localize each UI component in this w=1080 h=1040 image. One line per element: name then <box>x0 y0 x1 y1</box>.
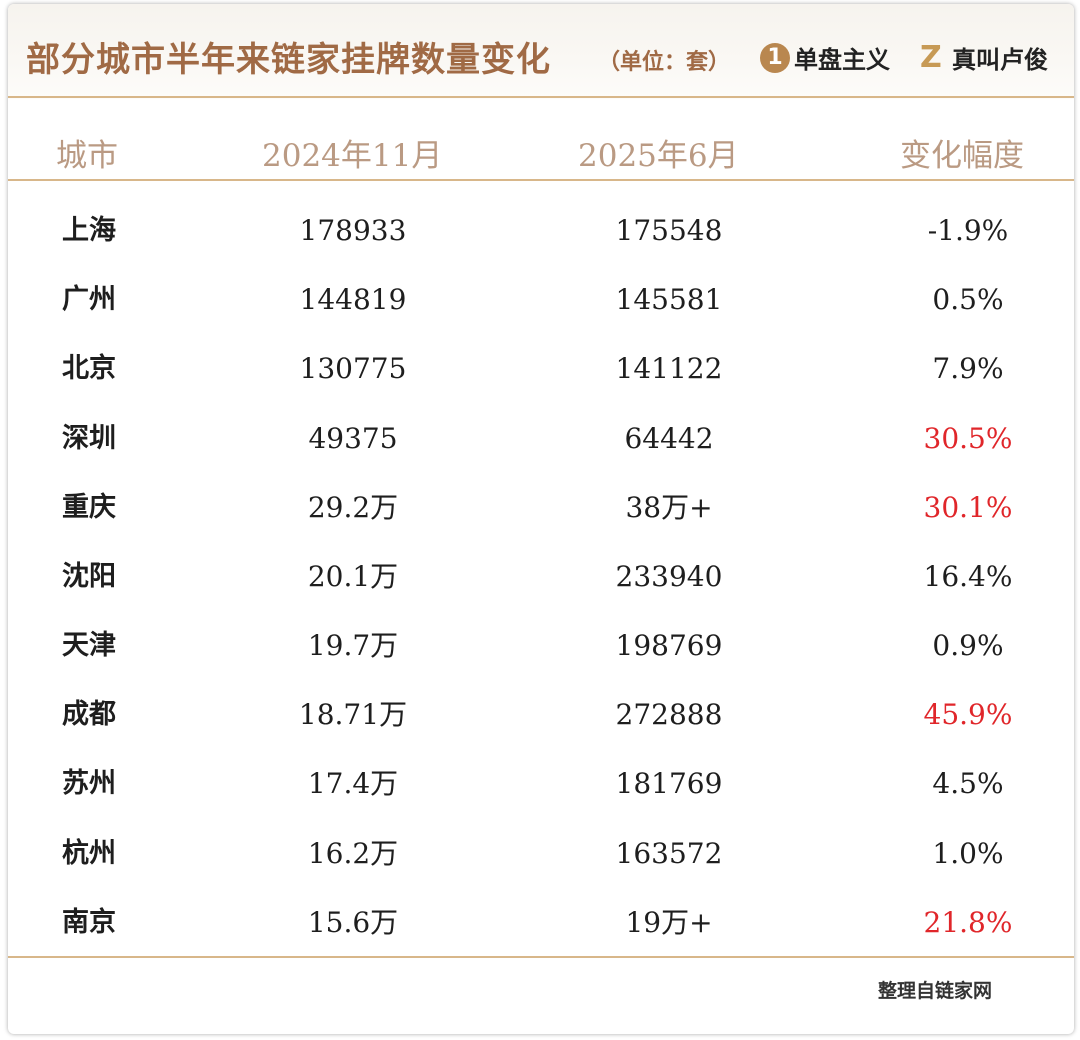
brand-logo-lujun: Z 真叫卢俊 <box>920 40 1048 75</box>
cell-city: 成都 <box>62 699 116 730</box>
cell-nov-2024: 49375 <box>308 422 398 455</box>
cell-change: 1.0% <box>932 837 1004 870</box>
cell-city: 天津 <box>62 630 116 661</box>
table-row: 成都 18.71万 272888 45.9% <box>8 680 1074 749</box>
cell-nov-2024: 144819 <box>299 283 407 316</box>
cell-nov-2024: 15.6万 <box>307 906 399 939</box>
cell-city: 广州 <box>62 284 116 315</box>
cell-jun-2025: 272888 <box>615 698 723 731</box>
table-row: 南京 15.6万 19万+ 21.8% <box>8 888 1074 957</box>
cell-change: 30.1% <box>923 491 1013 524</box>
cell-city: 上海 <box>62 215 116 246</box>
cell-change: 0.5% <box>932 283 1004 316</box>
cell-jun-2025: 181769 <box>615 767 723 800</box>
brand-name-danpan: 单盘主义 <box>794 46 890 74</box>
page-title: 部分城市半年来链家挂牌数量变化 <box>26 40 551 80</box>
cell-change: 4.5% <box>932 767 1004 800</box>
cell-city: 杭州 <box>62 838 116 869</box>
cell-change: 16.4% <box>923 560 1013 593</box>
divider-header <box>8 179 1074 181</box>
table-row: 上海 178933 175548 -1.9% <box>8 196 1074 265</box>
cell-jun-2025: 198769 <box>615 629 723 662</box>
table-row: 天津 19.7万 198769 0.9% <box>8 611 1074 680</box>
cell-city: 重庆 <box>62 492 116 523</box>
cell-change: 30.5% <box>923 422 1013 455</box>
brand-one-icon: 1 <box>760 42 790 73</box>
table-row: 广州 144819 145581 0.5% <box>8 265 1074 334</box>
cell-jun-2025: 163572 <box>615 837 723 870</box>
cell-nov-2024: 20.1万 <box>307 560 399 593</box>
cell-nov-2024: 16.2万 <box>307 837 399 870</box>
table-row: 杭州 16.2万 163572 1.0% <box>8 819 1074 888</box>
cell-city: 苏州 <box>62 768 116 799</box>
brand-logo-danpan: 1 单盘主义 <box>760 40 890 75</box>
cell-change: 45.9% <box>923 698 1013 731</box>
column-header-city: 城市 <box>56 138 118 174</box>
cell-jun-2025: 175548 <box>615 214 723 247</box>
cell-change: 7.9% <box>932 352 1004 385</box>
cell-change: 21.8% <box>923 906 1013 939</box>
table-card: 部分城市半年来链家挂牌数量变化 （单位：套） 1 单盘主义 Z 真叫卢俊 城市 … <box>8 4 1074 1034</box>
cell-nov-2024: 130775 <box>299 352 407 385</box>
cell-jun-2025: 64442 <box>624 422 714 455</box>
cell-change: 0.9% <box>932 629 1004 662</box>
table-row: 苏州 17.4万 181769 4.5% <box>8 749 1074 818</box>
cell-nov-2024: 29.2万 <box>307 491 399 524</box>
column-header-jun-2025: 2025年6月 <box>578 138 739 174</box>
cell-nov-2024: 17.4万 <box>307 767 399 800</box>
cell-city: 南京 <box>62 907 116 938</box>
cell-jun-2025: 141122 <box>615 352 723 385</box>
column-header-nov-2024: 2024年11月 <box>262 138 443 174</box>
divider-bottom <box>8 956 1074 958</box>
header-band: 部分城市半年来链家挂牌数量变化 （单位：套） 1 单盘主义 Z 真叫卢俊 <box>8 4 1074 99</box>
table-row: 沈阳 20.1万 233940 16.4% <box>8 542 1074 611</box>
cell-city: 沈阳 <box>62 561 116 592</box>
brand-name-lujun: 真叫卢俊 <box>952 46 1048 74</box>
cell-change: -1.9% <box>927 214 1009 247</box>
cell-nov-2024: 19.7万 <box>307 629 399 662</box>
cell-jun-2025: 38万+ <box>625 491 713 524</box>
cell-city: 北京 <box>62 353 116 384</box>
cell-jun-2025: 233940 <box>615 560 723 593</box>
table-row: 深圳 49375 64442 30.5% <box>8 404 1074 473</box>
cell-nov-2024: 18.71万 <box>298 698 408 731</box>
cell-nov-2024: 178933 <box>299 214 407 247</box>
brand-z-icon: Z <box>920 39 942 75</box>
unit-label: （单位：套） <box>598 50 731 75</box>
cell-jun-2025: 19万+ <box>625 906 713 939</box>
cell-jun-2025: 145581 <box>615 283 723 316</box>
cell-city: 深圳 <box>62 423 116 454</box>
column-header-change: 变化幅度 <box>900 138 1024 174</box>
table-row: 重庆 29.2万 38万+ 30.1% <box>8 473 1074 542</box>
source-note: 整理自链家网 <box>878 980 993 1002</box>
divider-top <box>8 96 1074 98</box>
table-row: 北京 130775 141122 7.9% <box>8 334 1074 403</box>
